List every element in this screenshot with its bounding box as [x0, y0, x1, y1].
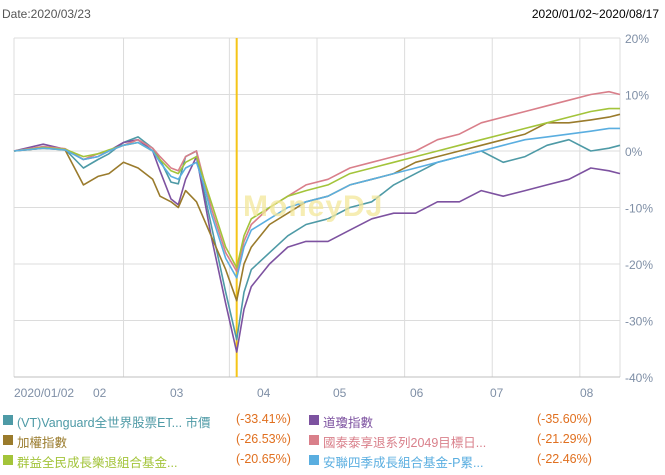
legend-series-name: 加權指數	[17, 436, 68, 450]
legend-swatch	[309, 415, 319, 425]
legend-swatch	[309, 455, 319, 465]
x-tick-label: 02	[93, 386, 107, 400]
series-line-4	[13, 90, 621, 273]
y-tick-label: 0%	[625, 145, 643, 159]
legend-swatch	[3, 455, 13, 465]
date-label: Date:2020/03/23	[2, 7, 91, 21]
legend-series-name: 安聯四季成長組合基金-P累...	[323, 456, 484, 470]
y-tick-label: -20%	[625, 258, 653, 272]
y-tick-label: 20%	[625, 32, 649, 46]
x-tick-label: 08	[580, 386, 594, 400]
legend-entry[interactable]: 道瓊指數 (-35.60%)	[309, 412, 659, 430]
legend-entry[interactable]: 安聯四季成長組合基金-P累... (-22.46%)	[309, 452, 659, 470]
legend-series-name: 道瓊指數	[323, 416, 374, 430]
legend-swatch	[3, 435, 13, 445]
legend-series-value: (-21.29%)	[537, 432, 592, 446]
series-line-6	[13, 127, 620, 279]
legend-swatch	[309, 435, 319, 445]
series-line-3	[13, 113, 621, 302]
legend-series-value: (-20.65%)	[236, 452, 291, 466]
x-tick-label: 05	[333, 386, 347, 400]
x-tick-label: 06	[410, 386, 424, 400]
y-tick-label: -10%	[625, 202, 653, 216]
series-line-1	[13, 136, 621, 341]
y-tick-label: -40%	[625, 371, 653, 385]
x-tick-label: 03	[170, 386, 184, 400]
legend-series-value: (-22.46%)	[537, 452, 592, 466]
legend-series-value: (-35.60%)	[537, 412, 592, 426]
legend-series-value: (-33.41%)	[236, 412, 291, 426]
watermark: MoneyDJ	[243, 190, 384, 223]
x-tick-label: 2020/01/02	[14, 386, 74, 400]
legend-entry[interactable]: 國泰泰享退系列2049目標日... (-21.29%)	[309, 432, 659, 450]
x-tick-label: 07	[490, 386, 504, 400]
performance-line-chart[interactable]: 20% 10% 0% -10% -20% -30% -40% 2020/01/02 02 03 04…	[0, 0, 665, 410]
legend-entry[interactable]: (VT)Vanguard全世界股票ET... 市價 (-33.41%)	[3, 412, 303, 430]
x-tick-label: 04	[257, 386, 271, 400]
legend-entry[interactable]: 群益全民成長樂退組合基金... (-20.65%)	[3, 452, 303, 470]
legend-entry[interactable]: 加權指數 (-26.53%)	[3, 432, 303, 450]
legend-series-value: (-26.53%)	[236, 432, 291, 446]
legend-series-name: (VT)Vanguard全世界股票ET... 市價	[17, 416, 211, 430]
legend-series-name: 國泰泰享退系列2049目標日...	[323, 436, 487, 450]
y-tick-label: -30%	[625, 315, 653, 329]
legend-swatch	[3, 415, 13, 425]
series-line-2	[13, 138, 621, 353]
y-tick-label: 10%	[625, 89, 649, 103]
range-label: 2020/01/02~2020/08/17	[531, 7, 659, 21]
legend-series-name: 群益全民成長樂退組合基金...	[17, 456, 178, 470]
